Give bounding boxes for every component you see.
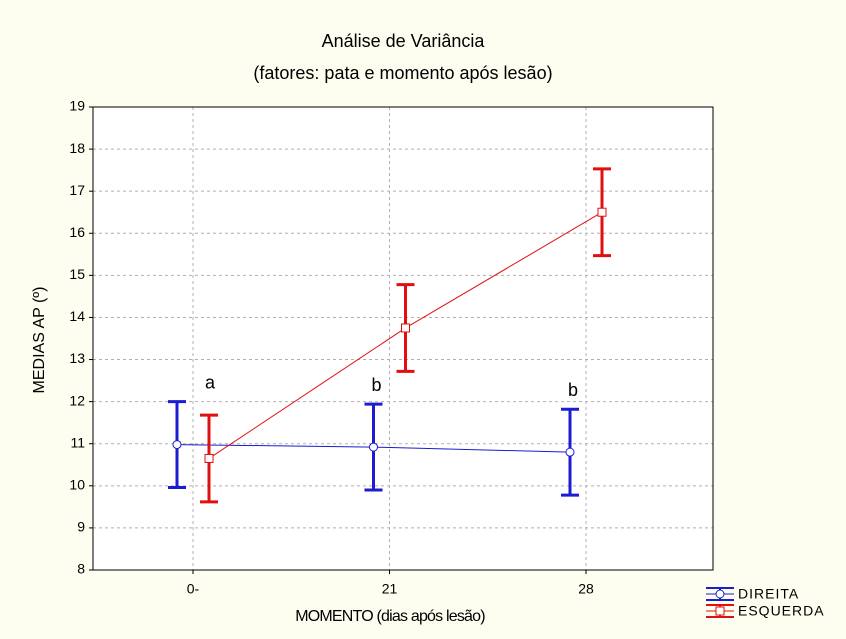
point bbox=[401, 323, 410, 333]
y-tick-label: 19 bbox=[69, 98, 85, 114]
y-axis-label: MEDIAS AP (º) bbox=[31, 287, 48, 394]
chart-title: Análise de Variância bbox=[322, 31, 486, 51]
y-tick-label: 11 bbox=[70, 434, 85, 450]
y-tick-label: 9 bbox=[77, 519, 85, 535]
y-tick-label: 14 bbox=[69, 308, 85, 324]
chart-subtitle: (fatores: pata e momento após lesão) bbox=[253, 63, 552, 83]
plot-frame bbox=[92, 106, 714, 571]
y-tick-label: 10 bbox=[69, 477, 85, 493]
point bbox=[204, 453, 214, 463]
legend-label: DIREITA bbox=[738, 586, 799, 602]
y-tick-label: 15 bbox=[69, 266, 85, 282]
legend-marker bbox=[715, 589, 725, 599]
y-tick-label: 18 bbox=[69, 140, 85, 156]
x-axis-label: MOMENTO (dias após lesão) bbox=[295, 608, 485, 625]
point bbox=[369, 442, 378, 452]
x-tick-label: 28 bbox=[578, 581, 594, 597]
annotation: b bbox=[568, 380, 578, 400]
y-tick-label: 17 bbox=[69, 182, 85, 198]
point bbox=[565, 447, 575, 457]
y-tick-label: 16 bbox=[69, 224, 85, 240]
legend-marker bbox=[715, 606, 725, 616]
plot-area bbox=[93, 107, 713, 570]
point bbox=[597, 207, 607, 217]
y-tick-label: 8 bbox=[77, 561, 85, 577]
legend-label: ESQUERDA bbox=[738, 603, 825, 619]
y-tick-label: 13 bbox=[69, 350, 85, 366]
annotation: a bbox=[205, 372, 216, 392]
point bbox=[172, 440, 182, 450]
y-tick-label: 12 bbox=[69, 392, 85, 408]
x-tick-label: 0- bbox=[187, 581, 200, 597]
x-tick-label: 21 bbox=[382, 581, 398, 597]
annotation: b bbox=[371, 375, 381, 395]
